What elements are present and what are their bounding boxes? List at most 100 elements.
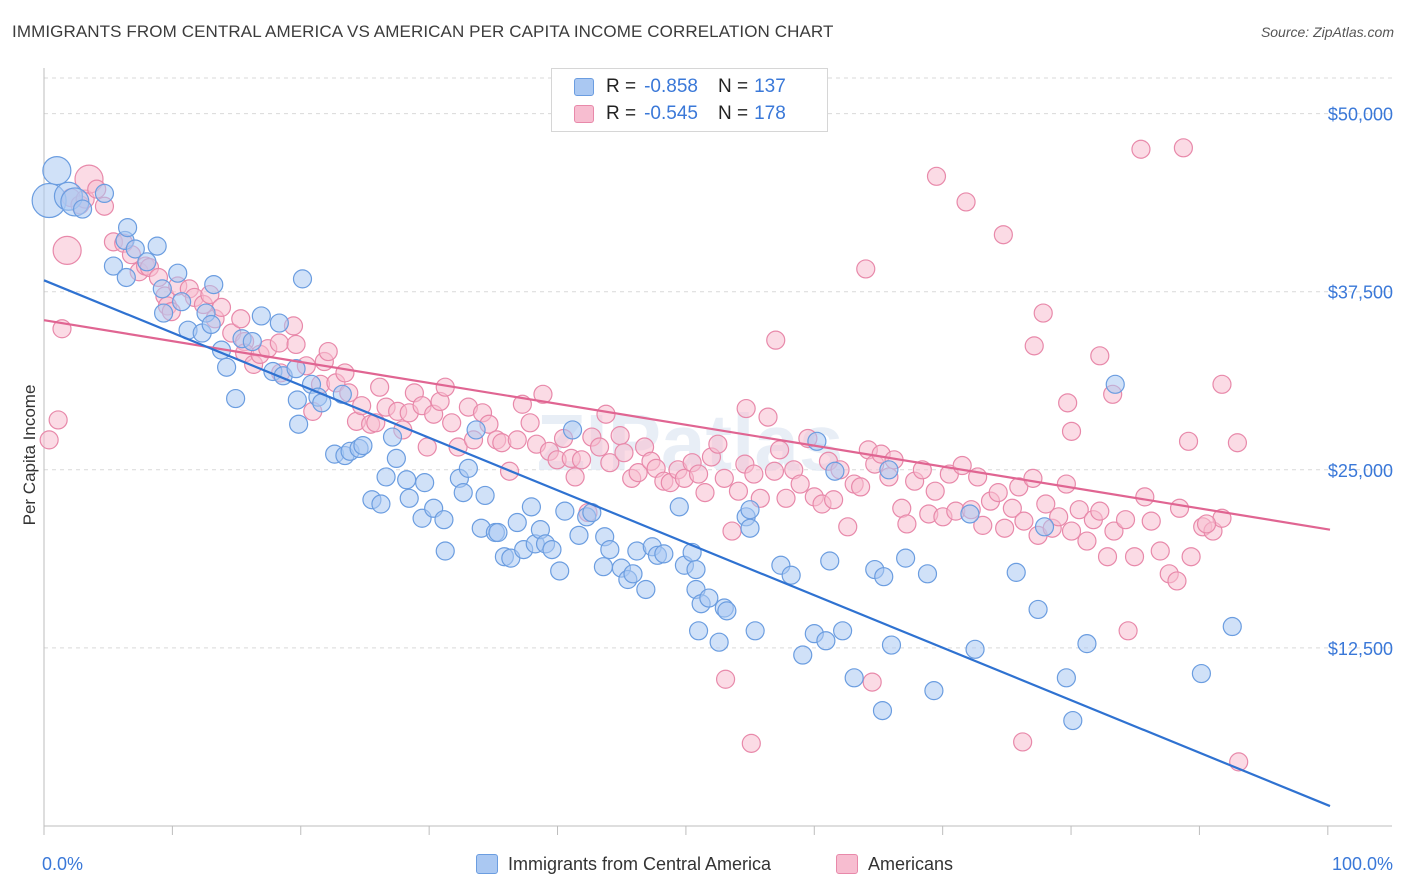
data-point	[926, 166, 947, 186]
data-point	[1118, 621, 1138, 641]
data-point	[1150, 541, 1170, 561]
trend-line-americans	[43, 319, 1331, 531]
data-point	[993, 225, 1013, 245]
data-point	[965, 639, 985, 659]
data-point	[728, 481, 749, 501]
data-point	[636, 579, 656, 600]
data-point	[231, 309, 251, 329]
data-point	[137, 252, 157, 272]
data-point	[699, 588, 719, 608]
data-point	[960, 504, 980, 524]
data-point	[1049, 507, 1069, 527]
trend-line-central-america	[43, 279, 1331, 808]
data-point	[758, 407, 778, 427]
data-point	[507, 512, 527, 533]
data-point	[94, 183, 115, 204]
data-point	[287, 390, 307, 410]
data-point	[147, 236, 167, 256]
data-point	[741, 733, 761, 753]
data-point	[292, 269, 313, 289]
data-point	[1013, 732, 1033, 752]
data-point	[286, 334, 306, 355]
data-point	[399, 488, 419, 508]
data-point	[1115, 510, 1136, 530]
data-point	[1056, 474, 1076, 494]
data-point	[686, 559, 706, 580]
data-point	[924, 681, 944, 701]
data-point	[988, 483, 1008, 503]
legend-n-label: N =	[717, 76, 749, 97]
data-point	[1097, 547, 1118, 567]
data-point	[995, 518, 1015, 538]
data-point	[152, 279, 172, 299]
data-point	[820, 551, 840, 571]
data-point	[251, 306, 271, 326]
data-point	[103, 256, 124, 276]
data-point	[781, 565, 801, 585]
data-point	[507, 430, 527, 450]
data-point	[1006, 562, 1026, 582]
data-point	[1014, 511, 1034, 531]
data-point	[562, 420, 583, 440]
data-point	[1124, 547, 1145, 567]
data-point	[117, 218, 138, 238]
legend-r-label: R =	[606, 103, 637, 124]
data-point	[736, 398, 756, 419]
legend-r-label: R =	[606, 76, 637, 97]
source-credit: Source: ZipAtlas.com	[1260, 24, 1394, 40]
series-central-america	[31, 156, 1242, 731]
data-point	[475, 485, 495, 506]
data-point	[521, 497, 541, 517]
data-point	[973, 515, 993, 535]
y-tick-label: $50,000	[1328, 105, 1393, 125]
data-point	[286, 359, 306, 379]
data-point	[1131, 139, 1151, 159]
bottom-legend-label: Americans	[868, 853, 954, 874]
data-point	[242, 331, 262, 352]
data-point	[912, 460, 932, 480]
data-point	[269, 313, 289, 333]
data-point	[116, 267, 136, 288]
data-point	[1056, 668, 1076, 688]
data-point	[766, 330, 786, 350]
data-point	[872, 700, 893, 721]
data-point	[1090, 346, 1110, 366]
data-point	[1090, 501, 1110, 521]
data-point	[816, 631, 836, 651]
data-point	[628, 463, 648, 483]
data-point	[695, 483, 715, 503]
data-point	[172, 292, 192, 312]
data-point	[72, 199, 93, 219]
data-point	[226, 388, 246, 409]
data-point	[1023, 468, 1043, 488]
data-point	[488, 522, 508, 543]
data-point	[825, 461, 845, 481]
legend-r-value: -0.545	[644, 103, 698, 124]
data-point	[42, 156, 72, 186]
data-point	[1169, 498, 1190, 518]
data-point	[824, 490, 844, 510]
data-point	[1222, 616, 1242, 637]
y-tick-label: $25,000	[1328, 461, 1393, 481]
trend-lines	[43, 279, 1331, 808]
data-point	[1212, 374, 1232, 394]
y-tick-labels: $12,500 $25,000 $37,500 $50,000	[1328, 105, 1393, 659]
data-point	[153, 303, 174, 323]
y-axis-label: Per Capita Income	[20, 385, 39, 526]
legend-row-americans: R = -0.545 N = 178	[574, 101, 786, 127]
bottom-legend-americans: Americans	[836, 851, 953, 877]
data-point	[370, 377, 390, 397]
data-point	[1058, 393, 1078, 413]
data-point	[593, 557, 614, 577]
data-point	[542, 539, 562, 560]
y-tick-label: $37,500	[1328, 283, 1393, 303]
legend-n-value: 137	[754, 76, 786, 97]
data-point	[1181, 547, 1201, 567]
x-tick-label-min: 0.0%	[42, 854, 83, 874]
data-point	[1196, 514, 1217, 534]
data-point	[793, 645, 813, 665]
data-point	[1191, 663, 1212, 684]
data-point	[520, 413, 540, 433]
data-point	[881, 635, 902, 655]
data-point	[335, 363, 355, 383]
